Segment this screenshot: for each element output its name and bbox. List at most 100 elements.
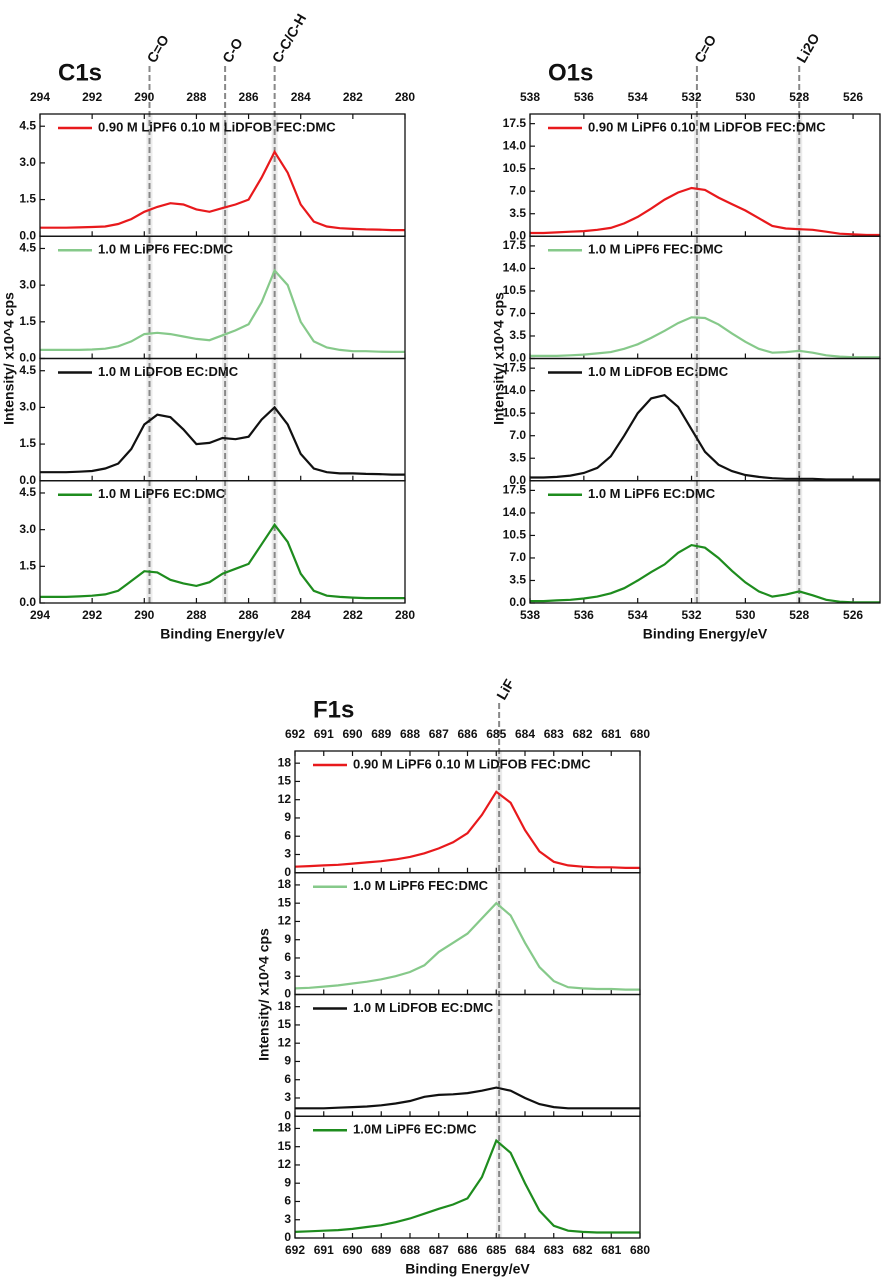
y-tick-label: 1.5 xyxy=(19,314,36,328)
x-tick-label: 689 xyxy=(371,1243,391,1257)
y-tick-label: 7.0 xyxy=(509,550,526,564)
legend-label: 1.0 M LiDFOB EC:DMC xyxy=(98,364,239,379)
y-tick-label: 6 xyxy=(284,828,291,842)
x-tick-label: 538 xyxy=(520,608,540,622)
y-tick-label: 10.5 xyxy=(503,405,527,419)
legend-label: 1.0 M LiDFOB EC:DMC xyxy=(353,1000,494,1015)
y-tick-label: 15 xyxy=(278,1139,292,1153)
x-tick-label: 280 xyxy=(395,608,415,622)
y-tick-label: 17.5 xyxy=(503,483,527,497)
x-tick-label: 682 xyxy=(572,1243,592,1257)
x-tick-label: 290 xyxy=(134,608,154,622)
y-axis-label: Intensity/ x10^4 cps xyxy=(256,928,272,1061)
legend-label: 0.90 M LiPF6 0.10 M LiDFOB FEC:DMC xyxy=(588,119,826,134)
y-tick-label: 0 xyxy=(284,1230,291,1244)
y-tick-label: 12 xyxy=(278,1035,292,1049)
y-tick-label: 3.0 xyxy=(19,155,36,169)
y-tick-label: 3 xyxy=(284,1212,291,1226)
y-tick-label: 1.5 xyxy=(19,192,36,206)
y-tick-label: 0.0 xyxy=(19,473,36,487)
annotation-label: C-O xyxy=(219,35,246,65)
x-tick-label: 684 xyxy=(515,1243,535,1257)
x-top-tick-label: 538 xyxy=(520,90,540,104)
x-top-tick-label: 685 xyxy=(486,727,506,741)
x-top-tick-label: 280 xyxy=(395,90,415,104)
x-tick-label: 680 xyxy=(630,1243,650,1257)
y-tick-label: 6 xyxy=(284,1194,291,1208)
x-top-tick-label: 684 xyxy=(515,727,535,741)
annotation-label: C=O xyxy=(691,32,719,65)
x-top-tick-label: 286 xyxy=(239,90,259,104)
y-tick-label: 17.5 xyxy=(503,238,527,252)
annotation-label: C=O xyxy=(143,32,171,65)
x-axis-label: Binding Energy/eV xyxy=(643,626,768,642)
y-axis-label: Intensity/ x10^4 cps xyxy=(491,292,507,425)
x-tick-label: 284 xyxy=(291,608,311,622)
y-tick-label: 18 xyxy=(278,1121,292,1135)
y-tick-label: 15 xyxy=(278,1017,292,1031)
y-tick-label: 18 xyxy=(278,877,292,891)
y-tick-label: 3.0 xyxy=(19,400,36,414)
x-top-tick-label: 536 xyxy=(574,90,594,104)
chart-title: F1s xyxy=(313,696,354,723)
x-top-tick-label: 534 xyxy=(628,90,648,104)
x-tick-label: 683 xyxy=(544,1243,564,1257)
y-tick-label: 7.0 xyxy=(509,306,526,320)
y-axis-label: Intensity/ x10^4 cps xyxy=(1,292,17,425)
x-tick-label: 681 xyxy=(601,1243,621,1257)
subplot-frame xyxy=(529,480,881,604)
y-tick-label: 4.5 xyxy=(19,118,36,132)
x-tick-label: 686 xyxy=(457,1243,477,1257)
x-top-tick-label: 282 xyxy=(343,90,363,104)
x-top-tick-label: 530 xyxy=(735,90,755,104)
x-top-tick-label: 688 xyxy=(400,727,420,741)
x-axis-label: Binding Energy/eV xyxy=(160,626,285,642)
y-tick-label: 0.0 xyxy=(19,351,36,365)
x-top-tick-label: 689 xyxy=(371,727,391,741)
annotation-label: C-C/C-H xyxy=(269,11,310,65)
x-top-tick-label: 682 xyxy=(572,727,592,741)
x-tick-label: 692 xyxy=(285,1243,305,1257)
x-tick-label: 292 xyxy=(82,608,102,622)
chart-title: C1s xyxy=(58,59,102,86)
y-tick-label: 1.5 xyxy=(19,436,36,450)
x-top-tick-label: 528 xyxy=(789,90,809,104)
series-line xyxy=(530,543,880,604)
legend-label: 1.0 M LiPF6 FEC:DMC xyxy=(588,242,724,257)
y-tick-label: 0.0 xyxy=(19,228,36,242)
x-tick-label: 530 xyxy=(735,608,755,622)
x-top-tick-label: 690 xyxy=(342,727,362,741)
y-tick-label: 3 xyxy=(284,847,291,861)
series-line xyxy=(530,393,880,481)
x-top-tick-label: 292 xyxy=(82,90,102,104)
x-tick-label: 691 xyxy=(314,1243,334,1257)
legend-label: 0.90 M LiPF6 0.10 M LiDFOB FEC:DMC xyxy=(353,756,591,771)
legend-label: 1.0 M LiPF6 EC:DMC xyxy=(98,486,226,501)
x-tick-label: 286 xyxy=(239,608,259,622)
y-tick-label: 1.5 xyxy=(19,558,36,572)
y-tick-label: 0.0 xyxy=(19,595,36,609)
legend-label: 1.0 M LiPF6 FEC:DMC xyxy=(353,878,489,893)
y-tick-label: 3.5 xyxy=(509,450,526,464)
y-tick-label: 12 xyxy=(278,1157,292,1171)
y-tick-label: 6 xyxy=(284,950,291,964)
legend-label: 1.0 M LiPF6 EC:DMC xyxy=(588,486,716,501)
y-tick-label: 0.0 xyxy=(509,351,526,365)
y-tick-label: 4.5 xyxy=(19,485,36,499)
y-tick-label: 14.0 xyxy=(503,261,527,275)
y-tick-label: 9 xyxy=(284,932,291,946)
y-tick-label: 3.0 xyxy=(19,522,36,536)
x-top-tick-label: 680 xyxy=(630,727,650,741)
x-top-tick-label: 294 xyxy=(30,90,50,104)
y-tick-label: 18 xyxy=(278,755,292,769)
x-top-tick-label: 686 xyxy=(457,727,477,741)
x-tick-label: 288 xyxy=(186,608,206,622)
series-line xyxy=(40,149,405,232)
y-tick-label: 12 xyxy=(278,792,292,806)
x-tick-label: 534 xyxy=(628,608,648,622)
y-tick-label: 9 xyxy=(284,1175,291,1189)
x-top-tick-label: 691 xyxy=(314,727,334,741)
series-line xyxy=(294,790,640,869)
x-top-tick-label: 290 xyxy=(134,90,154,104)
